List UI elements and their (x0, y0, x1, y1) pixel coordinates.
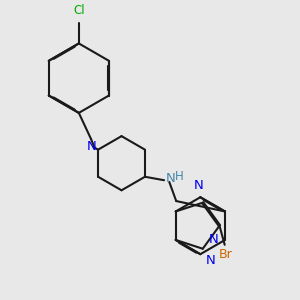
Text: N: N (209, 233, 219, 246)
Text: Cl: Cl (73, 4, 85, 17)
Text: N: N (206, 254, 216, 267)
Text: N: N (87, 140, 97, 153)
Text: N: N (166, 172, 175, 185)
Text: H: H (175, 169, 184, 183)
Text: N: N (194, 179, 203, 192)
Text: Br: Br (218, 248, 232, 261)
